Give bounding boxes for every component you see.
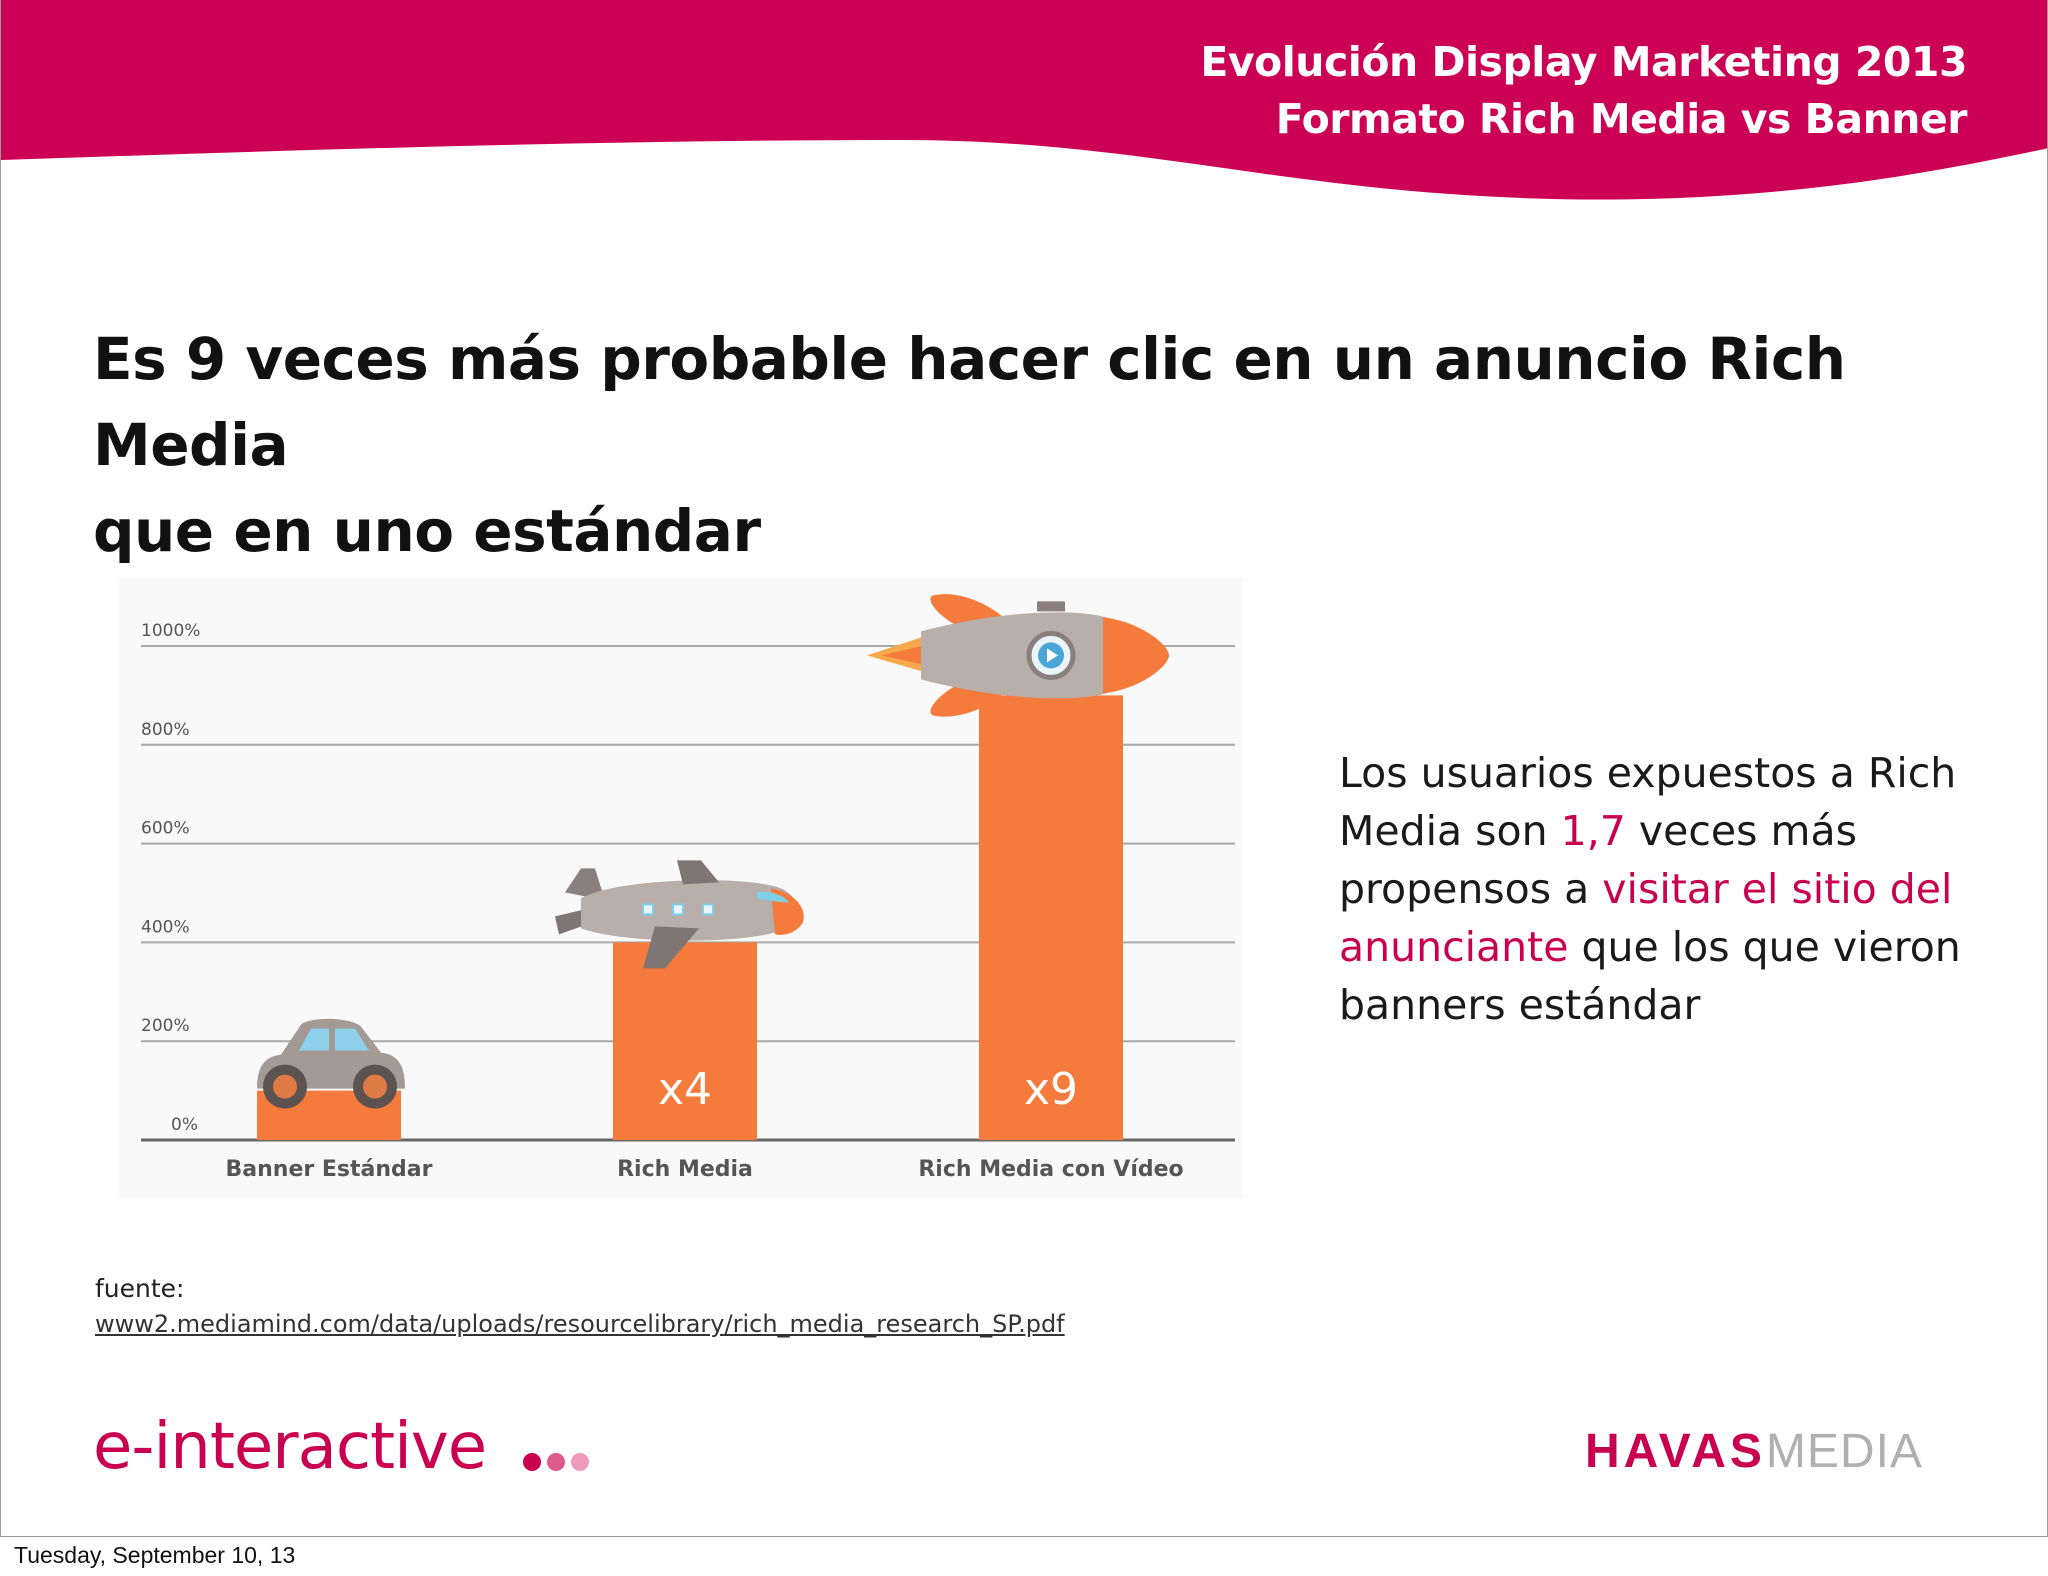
e-interactive-logo-text: e-interactive bbox=[93, 1410, 487, 1484]
header-banner bbox=[1, 0, 2047, 200]
logo-dots-icon bbox=[523, 1413, 595, 1487]
side-text-part3: que los que vieron banners estándar bbox=[1339, 923, 1961, 1029]
header-title-line2: Formato Rich Media vs Banner bbox=[1275, 95, 1968, 143]
slide: Evolución Display Marketing 2013 Formato… bbox=[0, 0, 2048, 1537]
side-text-highlight2: visitar el sitio del anunciante bbox=[1339, 865, 1953, 971]
headline-line2: que en uno estándar bbox=[93, 497, 761, 565]
source-link[interactable]: www2.mediamind.com/data/uploads/resource… bbox=[95, 1310, 1065, 1338]
bar-data-label: x4 bbox=[658, 1064, 712, 1115]
bar-data-label: x9 bbox=[1024, 1064, 1078, 1115]
category-label: Rich Media bbox=[617, 1157, 753, 1182]
airplane-icon bbox=[555, 860, 804, 969]
side-text-highlight1: 1,7 bbox=[1560, 807, 1626, 855]
rocket-icon bbox=[867, 594, 1169, 717]
y-tick-label: 0% bbox=[171, 1115, 198, 1135]
headline-line1: Es 9 veces más probable hacer clic en un… bbox=[93, 325, 1846, 479]
category-label: Banner Estándar bbox=[226, 1157, 433, 1182]
footer-date: Tuesday, September 10, 13 bbox=[14, 1542, 296, 1568]
chart-panel: 0% 200% 400% 600% 800% 1000% Banner Estándar x4… bbox=[119, 578, 1243, 1198]
source-label: fuente: bbox=[95, 1274, 185, 1303]
bar-3 bbox=[979, 695, 1123, 1140]
y-tick-label: 1000% bbox=[141, 621, 200, 641]
header-title-line1: Evolución Display Marketing 2013 bbox=[1200, 38, 1967, 86]
header-title: Evolución Display Marketing 2013 Formato… bbox=[1200, 34, 1967, 148]
y-tick-label: 400% bbox=[141, 917, 190, 937]
y-tick-label: 600% bbox=[141, 819, 190, 839]
side-text-part2: veces más propensos a bbox=[1339, 807, 1857, 913]
havas-logo-text: HAVAS bbox=[1585, 1425, 1766, 1478]
media-logo-text: MEDIA bbox=[1765, 1425, 1923, 1478]
side-text-part1: Los usuarios expuestos a Rich Media son bbox=[1339, 749, 1957, 855]
e-interactive-logo: e-interactive bbox=[93, 1410, 595, 1487]
bar-2 bbox=[613, 942, 757, 1140]
y-tick-label: 800% bbox=[141, 720, 190, 740]
havas-media-logo: HAVASMEDIA bbox=[1585, 1424, 1923, 1479]
y-tick-label: 200% bbox=[141, 1016, 190, 1036]
headline: Es 9 veces más probable hacer clic en un… bbox=[93, 316, 2013, 574]
category-label: Rich Media con Vídeo bbox=[918, 1157, 1183, 1182]
bar-chart: 0% 200% 400% 600% 800% 1000% Banner Estándar x4… bbox=[141, 594, 1235, 1182]
car-icon bbox=[257, 1018, 405, 1109]
side-text: Los usuarios expuestos a Rich Media son … bbox=[1339, 744, 1979, 1034]
